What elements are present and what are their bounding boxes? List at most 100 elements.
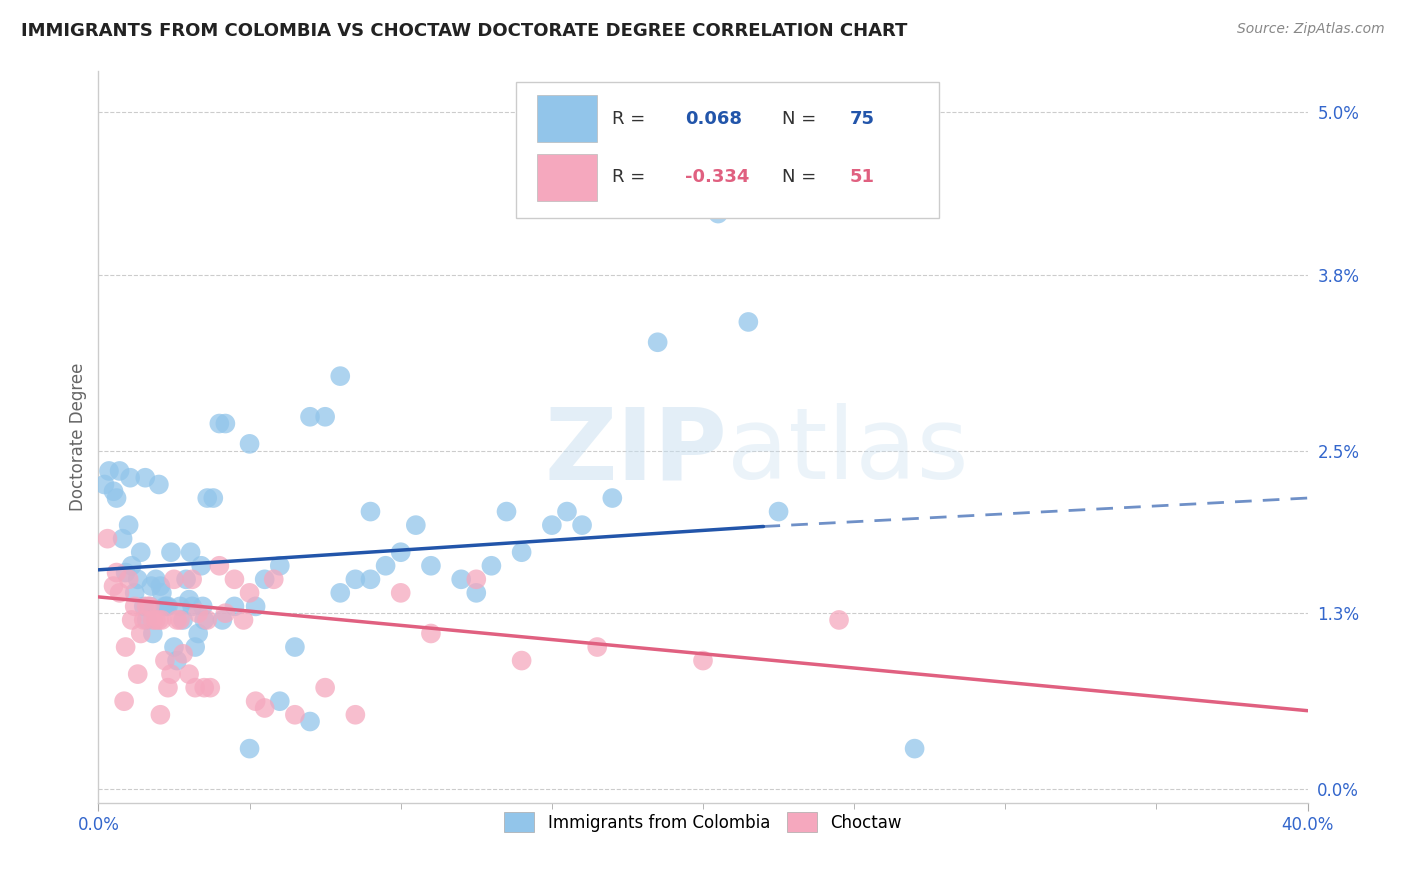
Point (108, 586, 131, 600)
Point (153, 599, 176, 614)
Point (93, 477, 115, 491)
Point (647, 335, 669, 350)
Point (112, 694, 135, 708)
Point (239, 586, 262, 600)
Point (245, 694, 267, 708)
Point (263, 572, 285, 586)
Point (180, 545, 202, 559)
Point (329, 369, 352, 384)
Point (148, 477, 170, 491)
Point (148, 613, 170, 627)
Point (253, 572, 276, 586)
Point (284, 707, 307, 722)
Text: atlas: atlas (727, 403, 969, 500)
Point (166, 654, 188, 668)
Point (737, 315, 759, 329)
Point (124, 599, 146, 614)
Point (153, 654, 176, 668)
Point (224, 572, 246, 586)
Point (195, 613, 218, 627)
Point (299, 714, 322, 729)
FancyBboxPatch shape (537, 95, 596, 143)
Point (132, 599, 155, 614)
FancyBboxPatch shape (516, 82, 939, 218)
Point (571, 518, 593, 533)
Point (118, 518, 141, 533)
Point (904, 741, 927, 756)
Point (150, 586, 173, 600)
Text: IMMIGRANTS FROM COLOMBIA VS CHOCTAW DOCTORATE DEGREE CORRELATION CHART: IMMIGRANTS FROM COLOMBIA VS CHOCTAW DOCT… (21, 22, 907, 40)
Point (269, 694, 291, 708)
Point (103, 484, 125, 499)
Point (96, 532, 118, 546)
Point (232, 613, 254, 627)
Point (118, 572, 141, 586)
Point (200, 681, 222, 695)
Point (420, 626, 443, 640)
Text: N =: N = (782, 169, 821, 186)
Point (127, 572, 149, 586)
Point (187, 626, 209, 640)
Point (169, 613, 191, 627)
Point (135, 599, 157, 614)
Point (105, 566, 128, 580)
Point (139, 599, 162, 614)
FancyBboxPatch shape (537, 154, 596, 201)
Point (120, 471, 142, 485)
Point (193, 613, 215, 627)
Point (245, 599, 267, 614)
Point (142, 613, 165, 627)
Point (193, 681, 215, 695)
Point (202, 491, 225, 505)
Text: 51: 51 (849, 169, 875, 186)
Point (692, 654, 714, 668)
Point (160, 545, 183, 559)
Point (253, 701, 276, 715)
Point (98, 464, 121, 478)
Point (134, 471, 156, 485)
Point (214, 606, 236, 620)
Point (181, 572, 204, 586)
Point (179, 592, 201, 607)
Point (224, 599, 246, 614)
Point (389, 545, 412, 559)
Point (465, 586, 488, 600)
Point (160, 667, 183, 681)
Point (190, 558, 212, 573)
Point (135, 613, 157, 627)
Point (166, 613, 188, 627)
Point (389, 586, 412, 600)
Point (129, 545, 152, 559)
Point (208, 558, 231, 573)
Point (163, 572, 186, 586)
Point (142, 626, 165, 640)
Point (208, 417, 231, 431)
Point (239, 437, 262, 451)
Point (344, 572, 367, 586)
Point (360, 505, 382, 519)
Point (108, 464, 131, 478)
Point (481, 558, 503, 573)
Point (163, 640, 186, 654)
Point (195, 491, 218, 505)
Text: 0.068: 0.068 (685, 110, 742, 128)
Point (465, 572, 488, 586)
Point (374, 558, 396, 573)
Point (299, 409, 322, 424)
Point (239, 741, 262, 756)
Point (360, 572, 382, 586)
Point (145, 572, 167, 586)
Point (149, 707, 172, 722)
Point (828, 613, 851, 627)
Text: ZIP: ZIP (544, 403, 727, 500)
Point (105, 491, 128, 505)
Point (114, 566, 136, 580)
Point (314, 409, 336, 424)
Point (187, 606, 209, 620)
Point (129, 626, 152, 640)
Point (211, 613, 233, 627)
Point (174, 572, 197, 586)
Point (124, 586, 146, 600)
Point (329, 586, 352, 600)
Point (132, 613, 155, 627)
